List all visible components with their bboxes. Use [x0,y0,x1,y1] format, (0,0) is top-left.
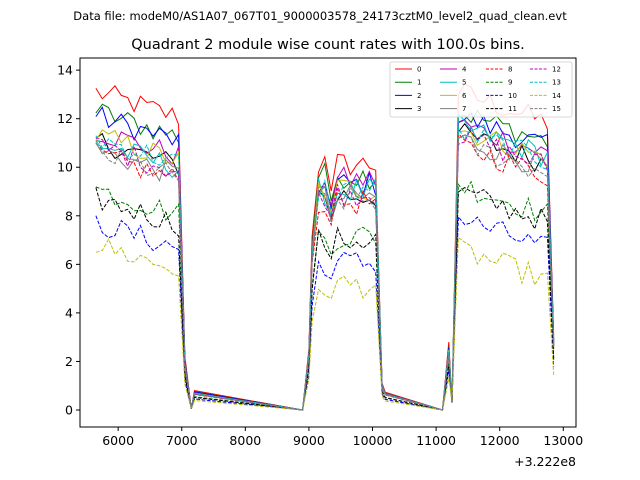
y-tick-label: 8 [65,208,73,223]
plot-frame [79,57,577,428]
legend-label-13: 13 [552,79,561,87]
legend-frame [389,61,573,118]
x-tick-label: 10000 [353,433,393,448]
legend-label-2: 2 [417,92,421,100]
y-tick-label: 10 [57,160,73,175]
y-tick-label: 14 [57,63,73,78]
legend-label-8: 8 [508,66,512,74]
y-axis: 0 2 4 6 8 10 12 14 [57,63,80,418]
legend-label-1: 1 [417,79,421,87]
legend-label-10: 10 [508,92,517,100]
y-tick-label: 0 [65,403,73,418]
legend-label-6: 6 [462,92,467,100]
legend-label-11: 11 [508,105,517,113]
y-tick-label: 6 [65,257,73,272]
series-line-15 [95,134,555,411]
x-offset-label: +3.222e8 [514,454,576,469]
series-line-12 [95,127,555,411]
legend-label-3: 3 [417,105,421,113]
x-tick-label: 7000 [166,433,198,448]
series-line-7 [95,134,555,411]
legend-label-5: 5 [462,79,466,87]
x-tick-label: 8000 [229,433,261,448]
y-tick-label: 2 [65,354,73,369]
legend-label-14: 14 [552,92,561,100]
legend-label-12: 12 [552,66,561,74]
legend-label-7: 7 [462,105,466,113]
series-line-13 [95,124,555,411]
chart-title: Quadrant 2 module wise count rates with … [131,37,525,53]
legend-label-0: 0 [417,66,421,74]
series-line-14 [95,236,555,411]
series-line-1 [95,103,555,411]
series-line-10 [95,215,555,411]
x-tick-label: 12000 [480,433,520,448]
series-line-9 [95,180,555,411]
x-axis: 6000 7000 8000 9000 10000 11000 12000 13000 [102,427,583,448]
legend-label-4: 4 [462,66,467,74]
legend-label-15: 15 [552,105,561,113]
series-layer [95,83,555,411]
x-tick-label: 6000 [102,433,134,448]
y-tick-label: 4 [65,305,73,320]
legend-label-9: 9 [508,79,512,87]
series-line-11 [95,187,555,411]
x-tick-label: 13000 [543,433,583,448]
series-line-6 [95,129,555,411]
x-tick-label: 11000 [416,433,456,448]
suptitle: Data file: modeM0/AS1A07_067T01_90000035… [73,9,567,23]
x-tick-label: 9000 [293,433,325,448]
y-tick-label: 12 [57,111,73,126]
series-line-5 [95,112,555,411]
series-line-8 [95,132,555,411]
